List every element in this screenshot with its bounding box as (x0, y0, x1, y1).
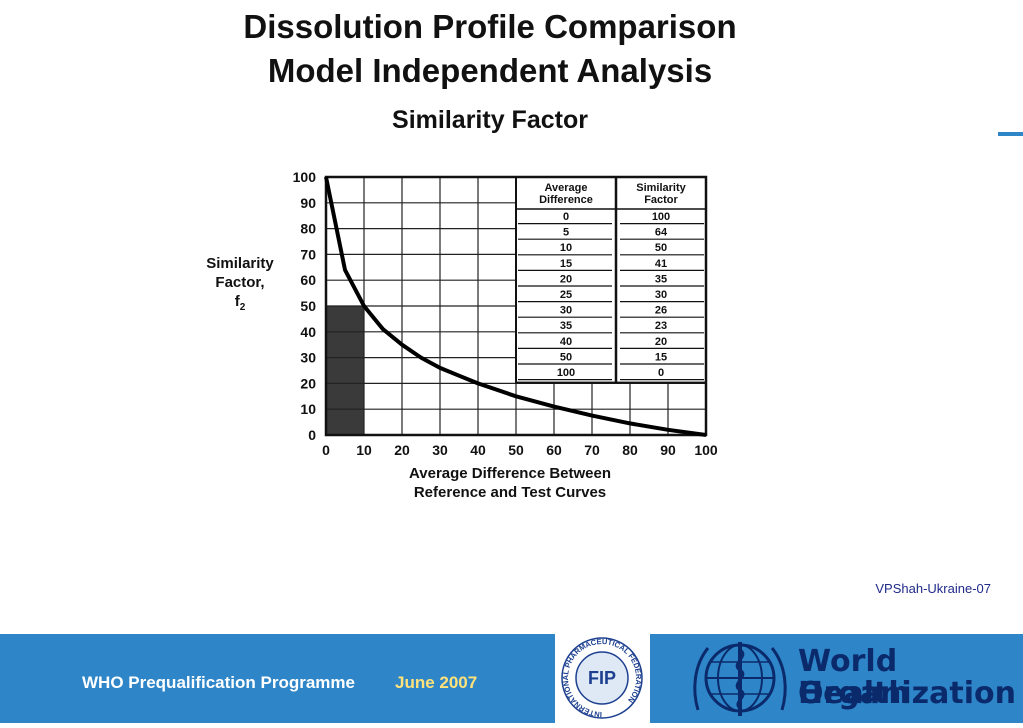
footer-programme: WHO Prequalification Programme (82, 673, 355, 692)
fip-initials: FIP (588, 668, 616, 688)
y-tick-label: 50 (300, 298, 316, 314)
table-cell-difference: 30 (560, 305, 572, 317)
who-emblem-icon (693, 642, 787, 716)
table-cell-difference: 20 (560, 273, 572, 285)
y-axis-symbol-letter: f (234, 293, 240, 310)
table-cell-difference: 25 (560, 289, 572, 301)
table-cell-difference: 50 (560, 351, 572, 363)
y-tick-label: 20 (300, 375, 316, 391)
fip-emblem-icon: INTERNATIONAL PHARMACEUTICAL FEDERATION … (561, 637, 643, 719)
table-header-text: Difference (539, 194, 593, 206)
table-cell-difference: 35 (560, 320, 572, 332)
x-tick-label: 10 (356, 442, 372, 458)
x-axis-label-line2: Reference and Test Curves (413, 484, 607, 501)
table-cell-similarity: 0 (658, 367, 664, 379)
table-cell-difference: 0 (563, 211, 569, 223)
y-axis-label-line1: Similarity (206, 255, 274, 272)
y-tick-label: 30 (300, 350, 316, 366)
x-tick-label: 80 (622, 442, 638, 458)
table-cell-difference: 100 (557, 367, 575, 379)
slide-title-line2: Model Independent Analysis (267, 52, 713, 89)
data-table-box (515, 176, 707, 384)
table-cell-similarity: 20 (655, 336, 667, 348)
slide-subtitle: Similarity Factor (392, 106, 588, 134)
slide-title: Dissolution Profile Comparison (243, 8, 737, 45)
y-tick-label: 0 (308, 427, 316, 443)
y-tick-label: 70 (300, 246, 316, 262)
y-tick-label: 100 (293, 169, 317, 185)
table-cell-similarity: 30 (655, 289, 667, 301)
shaded-region (326, 306, 364, 435)
who-name-line2: Organization (798, 676, 1016, 711)
who-logo: World Health Organization (690, 640, 1016, 718)
x-tick-label: 90 (660, 442, 676, 458)
y-axis-label-line2: Factor, (215, 274, 265, 291)
table-cell-similarity: 64 (655, 227, 668, 239)
y-tick-label: 90 (300, 195, 316, 211)
footer-date: June 2007 (395, 673, 478, 692)
y-tick-label: 80 (300, 221, 316, 237)
table-cell-difference: 5 (563, 227, 569, 239)
fip-logo: INTERNATIONAL PHARMACEUTICAL FEDERATION … (555, 634, 650, 723)
x-axis-label: Average Difference Between Reference and… (370, 464, 650, 502)
x-axis-label-line1: Average Difference Between (408, 465, 612, 482)
x-tick-label: 50 (508, 442, 524, 458)
y-tick-label: 40 (300, 324, 316, 340)
y-tick-label: 10 (300, 401, 316, 417)
y-axis-symbol: f2 (190, 292, 290, 317)
x-tick-label: 70 (584, 442, 600, 458)
similarity-curve (324, 176, 707, 437)
x-tick-label: 60 (546, 442, 562, 458)
who-name-line1: World Health (798, 644, 910, 711)
x-tick-label: 100 (694, 442, 718, 458)
plot-frame (324, 175, 708, 437)
y-axis-label: Similarity Factor, f2 (190, 254, 290, 317)
table-header-text: Similarity (636, 182, 686, 194)
table-cell-difference: 15 (560, 258, 572, 270)
table-cell-similarity: 26 (655, 305, 667, 317)
footer-bar (0, 634, 1023, 723)
x-tick-label: 0 (322, 442, 330, 458)
x-tick-label: 40 (470, 442, 486, 458)
table-cell-similarity: 100 (652, 211, 670, 223)
x-tick-label: 30 (432, 442, 448, 458)
table-cell-similarity: 35 (655, 273, 667, 285)
table-cell-similarity: 23 (655, 320, 667, 332)
y-axis-symbol-subscript: 2 (239, 302, 246, 313)
table-header-text: Factor (644, 194, 678, 206)
table-cell-difference: 10 (560, 242, 572, 254)
x-tick-label: 20 (394, 442, 410, 458)
side-accent-mark (998, 132, 1023, 136)
table-header-text: Average (544, 182, 587, 194)
y-tick-label: 60 (300, 272, 316, 288)
table-cell-similarity: 15 (655, 351, 667, 363)
slide-credit: VPShah-Ukraine-07 (875, 581, 991, 596)
table-cell-similarity: 41 (655, 258, 667, 270)
table-cell-similarity: 50 (655, 242, 667, 254)
table-cell-difference: 40 (560, 336, 572, 348)
